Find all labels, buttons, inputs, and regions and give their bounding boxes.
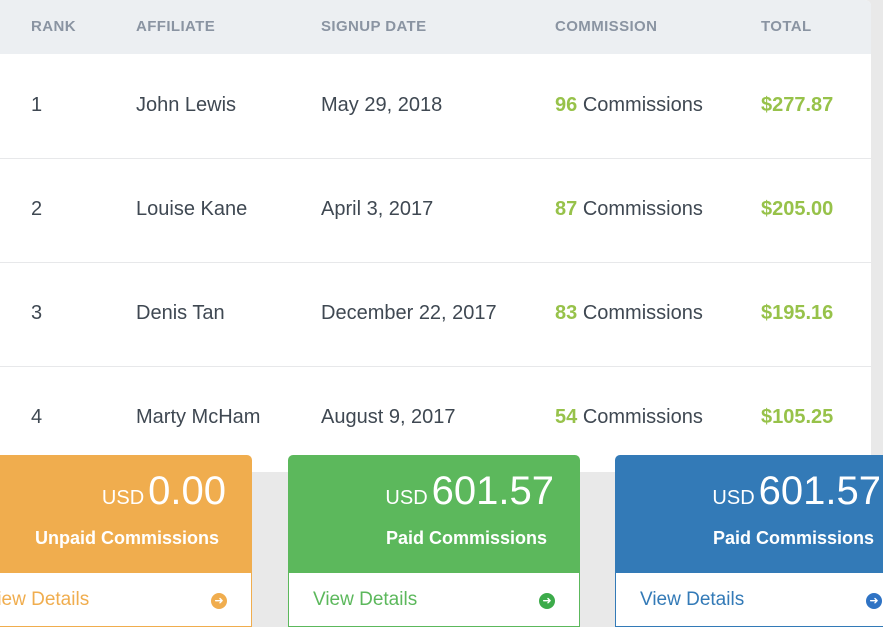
affiliate-name[interactable]: Louise Kane <box>136 198 248 220</box>
commission-cell: 87 Commissions <box>555 198 703 221</box>
view-details-link[interactable]: View Details ➜ <box>0 573 252 627</box>
view-details-link[interactable]: View Details ➜ <box>288 573 580 627</box>
amount-value: 601.57 <box>431 469 554 513</box>
view-details-label[interactable]: View Details <box>313 589 418 610</box>
column-header-rank[interactable]: RANK <box>31 18 76 35</box>
view-details-label[interactable]: View Details <box>640 589 745 610</box>
signup-date: April 3, 2017 <box>321 198 434 220</box>
card-summary: USD 0.00 Unpaid Commissions <box>0 455 252 573</box>
signup-date: December 22, 2017 <box>321 302 497 324</box>
amount-value: 0.00 <box>148 469 226 513</box>
column-header-total[interactable]: TOTAL <box>761 18 812 35</box>
card-summary: USD 601.57 Paid Commissions <box>288 455 580 573</box>
commission-label: Commissions <box>582 94 703 116</box>
view-details-label[interactable]: View Details <box>0 589 90 610</box>
arrow-right-circle-icon[interactable]: ➜ <box>211 593 227 609</box>
rank-cell: 2 <box>31 198 43 220</box>
commission-count: 96 <box>555 94 578 116</box>
view-details-link[interactable]: View Details ➜ <box>615 573 883 627</box>
currency-label: USD <box>712 487 755 509</box>
total-amount: $205.00 <box>761 198 834 220</box>
affiliate-name[interactable]: Marty McHam <box>136 406 261 428</box>
affiliate-name[interactable]: John Lewis <box>136 94 237 116</box>
column-header-commission[interactable]: COMMISSION <box>555 18 658 35</box>
card-amount: USD 0.00 <box>102 469 226 514</box>
amount-value: 601.57 <box>758 469 881 513</box>
total-amount: $105.25 <box>761 406 834 428</box>
commission-label: Commissions <box>582 302 703 324</box>
table-row[interactable]: 4 Marty McHam August 9, 2017 54 Commissi… <box>0 366 871 470</box>
card-amount: USD 601.57 <box>712 469 881 514</box>
column-header-affiliate[interactable]: AFFILIATE <box>136 18 216 35</box>
paid-commissions-card-2: USD 601.57 Paid Commissions View Details … <box>615 455 883 627</box>
commission-cell: 96 Commissions <box>555 94 703 117</box>
affiliate-name[interactable]: Denis Tan <box>136 302 225 324</box>
commission-label: Commissions <box>582 198 703 220</box>
signup-date: May 29, 2018 <box>321 94 443 116</box>
card-label: Unpaid Commissions <box>34 528 219 548</box>
arrow-right-circle-icon[interactable]: ➜ <box>866 593 882 609</box>
arrow-right-circle-icon[interactable]: ➜ <box>539 593 555 609</box>
rank-cell: 1 <box>31 94 43 116</box>
paid-commissions-card: USD 601.57 Paid Commissions View Details … <box>288 455 580 627</box>
table-row[interactable]: 1 John Lewis May 29, 2018 96 Commissions… <box>0 54 871 159</box>
rank-cell: 3 <box>31 302 43 324</box>
currency-label: USD <box>101 487 145 509</box>
commission-cell: 83 Commissions <box>555 302 703 325</box>
table-row[interactable]: 2 Louise Kane April 3, 2017 87 Commissio… <box>0 158 871 263</box>
table-row[interactable]: 3 Denis Tan December 22, 2017 83 Commiss… <box>0 262 871 367</box>
rank-cell: 4 <box>31 406 43 428</box>
total-amount: $277.87 <box>761 94 834 116</box>
commission-count: 83 <box>555 302 578 324</box>
card-label: Paid Commissions <box>385 528 547 548</box>
card-amount: USD 601.57 <box>385 469 554 514</box>
card-label: Paid Commissions <box>712 528 874 548</box>
commission-label: Commissions <box>582 406 703 428</box>
table-header: RANK AFFILIATE SIGNUP DATE COMMISSION TO… <box>0 0 871 54</box>
affiliates-table: RANK AFFILIATE SIGNUP DATE COMMISSION TO… <box>0 0 871 472</box>
card-summary: USD 601.57 Paid Commissions <box>615 455 883 573</box>
commission-count: 54 <box>555 406 578 428</box>
commission-cell: 54 Commissions <box>555 406 703 429</box>
signup-date: August 9, 2017 <box>321 406 456 428</box>
commission-count: 87 <box>555 198 578 220</box>
total-amount: $195.16 <box>761 302 834 324</box>
column-header-signup-date[interactable]: SIGNUP DATE <box>321 18 427 35</box>
currency-label: USD <box>385 487 428 509</box>
